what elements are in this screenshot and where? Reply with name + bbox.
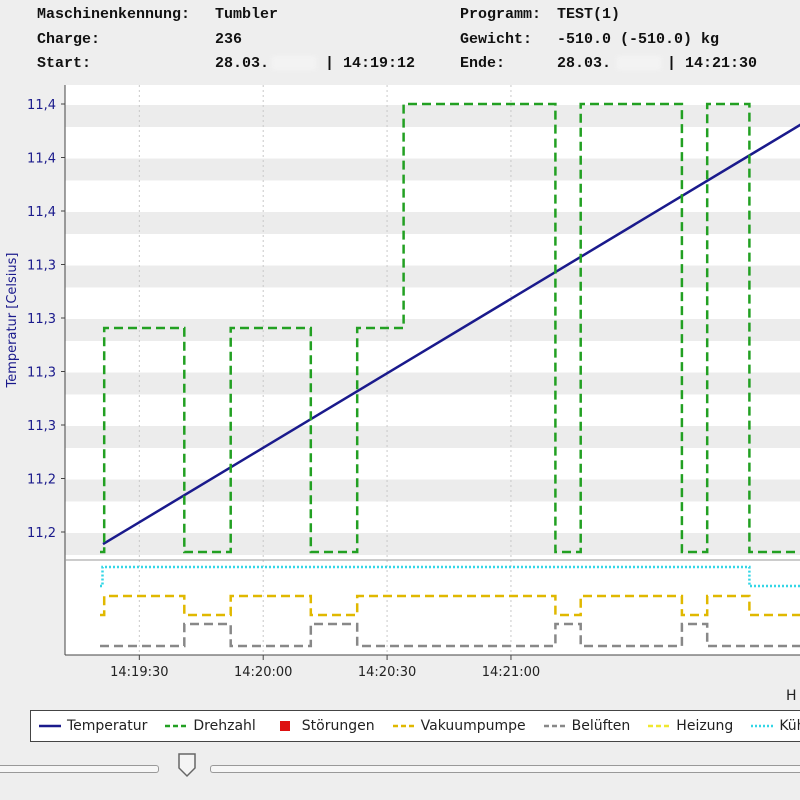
legend-item: Temperatur <box>39 718 147 734</box>
y-tick-label: 11,2 <box>27 526 56 541</box>
grid-stripe <box>65 158 800 181</box>
legend-swatch <box>392 724 415 728</box>
redacted-start-year <box>272 56 316 70</box>
y-tick-label: 11,3 <box>27 366 56 381</box>
grid-stripe <box>65 212 800 234</box>
legend-swatch <box>543 724 566 728</box>
legend-label: Kühlung <box>779 718 800 734</box>
program-label: Programm: <box>460 6 542 23</box>
y-tick-label: 11,3 <box>27 312 56 327</box>
legend-item: Drehzahl <box>165 718 256 734</box>
charge-value: 236 <box>215 31 243 48</box>
x-tick-label: 14:20:30 <box>358 665 416 680</box>
machine-id-value: Tumbler <box>215 6 279 23</box>
legend-item: Störungen <box>274 718 375 734</box>
series-line-drehzahl <box>100 102 800 554</box>
series-line-vakuumpumpe <box>100 594 800 617</box>
legend-label: Temperatur <box>67 718 148 734</box>
y-tick-label: 11,3 <box>27 419 56 434</box>
x-axis-label: H <box>786 688 797 704</box>
time-slider-thumb[interactable] <box>176 752 198 778</box>
chart-header: Maschinenkennung: Tumbler Programm: TEST… <box>0 0 800 80</box>
y-tick-label: 11,4 <box>27 98 56 113</box>
grid-stripe <box>65 372 800 395</box>
legend-swatch <box>279 721 290 731</box>
legend-swatch <box>39 724 61 728</box>
charge-label: Charge: <box>37 31 101 48</box>
x-tick-label: 14:21:00 <box>482 665 540 680</box>
series-line-kühlung <box>100 565 800 588</box>
legend-item: Vakuumpumpe <box>392 718 526 734</box>
x-tick-label: 14:19:30 <box>110 665 168 680</box>
program-value: TEST(1) <box>557 6 621 23</box>
end-label: Ende: <box>460 55 506 72</box>
legend-swatch <box>165 724 188 728</box>
y-axis-label: Temperatur [Celsius] <box>5 253 20 389</box>
time-slider-track[interactable] <box>0 765 159 773</box>
chart-legend: Temperatur Drehzahl Störungen Vakuumpumpe Be… <box>30 710 800 742</box>
series-line-belüften <box>100 622 800 648</box>
legend-label: Heizung <box>676 718 734 734</box>
legend-item: Kühlung <box>751 718 800 734</box>
legend-swatch <box>751 724 774 728</box>
legend-item: Belüften <box>543 718 631 734</box>
legend-label: Störungen <box>301 718 375 734</box>
temperature-chart: 11,4 11,4 11,4 11,3 11,3 11,3 11,3 11,2 11,2 Temp… <box>5 85 800 704</box>
end-date: 28.03. <box>557 55 612 72</box>
y-tick-label: 11,3 <box>27 259 56 274</box>
legend-label: Drehzahl <box>193 718 256 734</box>
weight-label: Gewicht: <box>460 31 533 48</box>
start-label: Start: <box>37 55 92 72</box>
start-date: 28.03. <box>215 55 270 72</box>
legend-label: Belüften <box>571 718 631 734</box>
machine-id-label: Maschinenkennung: <box>37 6 191 23</box>
x-tick-label: 14:20:00 <box>234 665 292 680</box>
grid-stripe <box>65 105 800 127</box>
y-tick-label: 11,4 <box>27 152 56 167</box>
grid-stripe <box>65 533 800 555</box>
legend-swatch <box>648 724 671 728</box>
series-line-temperatur <box>102 123 800 546</box>
legend-label: Vakuumpumpe <box>420 718 526 734</box>
grid-stripe <box>65 265 800 288</box>
grid-stripe <box>65 426 800 448</box>
time-slider-track-right[interactable] <box>210 765 800 773</box>
weight-value: -510.0 (-510.0) kg <box>557 31 720 48</box>
redacted-end-year <box>617 56 661 70</box>
y-tick-label: 11,4 <box>27 205 56 220</box>
legend-item: Heizung <box>648 718 733 734</box>
end-time: | 14:21:30 <box>667 55 758 72</box>
grid-stripe <box>65 479 800 502</box>
y-tick-label: 11,2 <box>27 473 56 488</box>
start-time: | 14:19:12 <box>325 55 416 72</box>
digital-panel-background <box>65 560 800 655</box>
grid-stripe <box>65 319 800 341</box>
